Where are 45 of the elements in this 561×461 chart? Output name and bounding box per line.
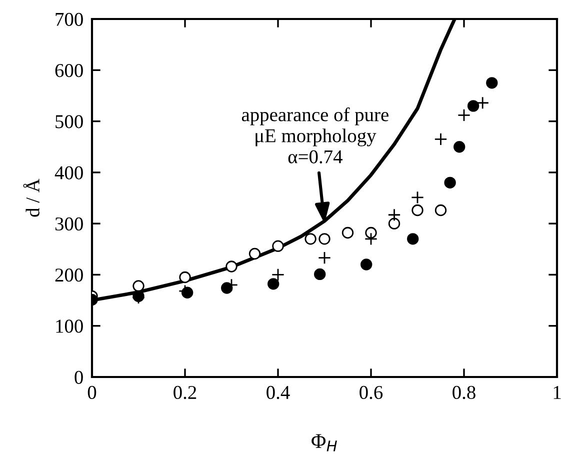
point: [388, 218, 400, 230]
point: [268, 278, 280, 290]
point: [388, 208, 401, 222]
y-axis-title: d / Å: [23, 178, 40, 217]
point: [364, 232, 378, 246]
point: [132, 280, 144, 292]
point: [318, 251, 332, 264]
point: [407, 233, 419, 245]
x-tick-label: 0.4: [266, 386, 290, 400]
point: [179, 271, 191, 284]
point: [454, 141, 466, 153]
point: [365, 226, 377, 239]
point: [272, 240, 284, 252]
point: [360, 258, 372, 270]
y-tick-label: 200: [55, 268, 83, 282]
point: [410, 190, 424, 204]
y-tick-label: 0: [74, 370, 83, 384]
point: [444, 176, 456, 188]
point: [434, 132, 448, 146]
point: [226, 260, 238, 272]
point: [314, 268, 326, 280]
x-axis-title: Φ$_{H}$: [312, 434, 337, 452]
point: [457, 108, 471, 122]
point: [412, 204, 424, 216]
x-tick-label: 0: [88, 386, 96, 400]
y-tick-label: 500: [56, 115, 83, 128]
point: [318, 233, 330, 245]
x-tick-label: 0.2: [174, 386, 196, 400]
x-tick-label: 0.8: [452, 386, 476, 400]
point: [342, 226, 354, 239]
y-tick-label: 700: [56, 12, 83, 26]
point: [248, 248, 261, 260]
x-tick-label: 1: [554, 386, 561, 399]
point: [434, 204, 447, 216]
y-tick-label: 400: [54, 166, 83, 180]
point: [476, 96, 490, 110]
point: [304, 233, 316, 245]
point: [486, 77, 498, 89]
y-tick-label: 600: [55, 64, 83, 78]
point: [467, 100, 480, 112]
y-tick-label: 100: [56, 320, 83, 333]
point: [271, 268, 285, 282]
annotation: appearance of pure μE morphology α=0.74: [242, 107, 388, 164]
y-tick-label: 300: [55, 217, 83, 231]
x-tick-label: 0.6: [360, 386, 383, 400]
